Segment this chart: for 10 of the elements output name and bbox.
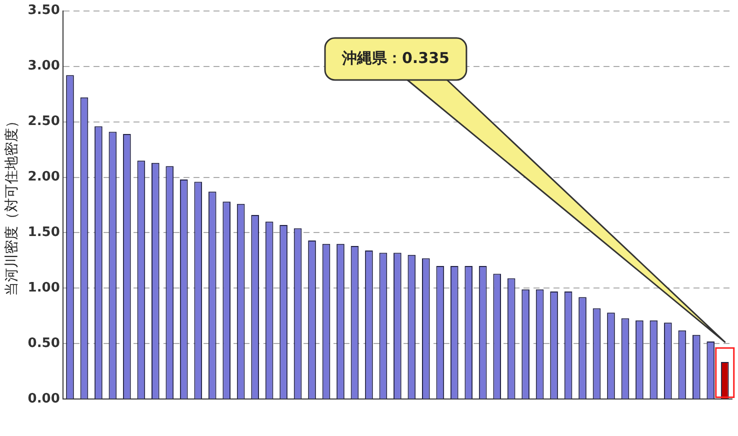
annotation: 沖縄県：0.335	[342, 49, 450, 68]
y-tick-label: 1.00	[28, 280, 60, 296]
y-tick-label: 3.00	[28, 58, 60, 74]
y-tick-label: 0.00	[28, 392, 60, 407]
y-tick-label: 3.50	[28, 3, 60, 18]
y-tick-label: 2.50	[28, 114, 60, 130]
y-axis-title: 当河川密度（対可住地密度）	[4, 114, 20, 296]
y-tick-label: 2.00	[28, 170, 60, 185]
y-tick-label: 0.50	[28, 336, 60, 352]
y-tick-label: 1.50	[28, 225, 60, 240]
